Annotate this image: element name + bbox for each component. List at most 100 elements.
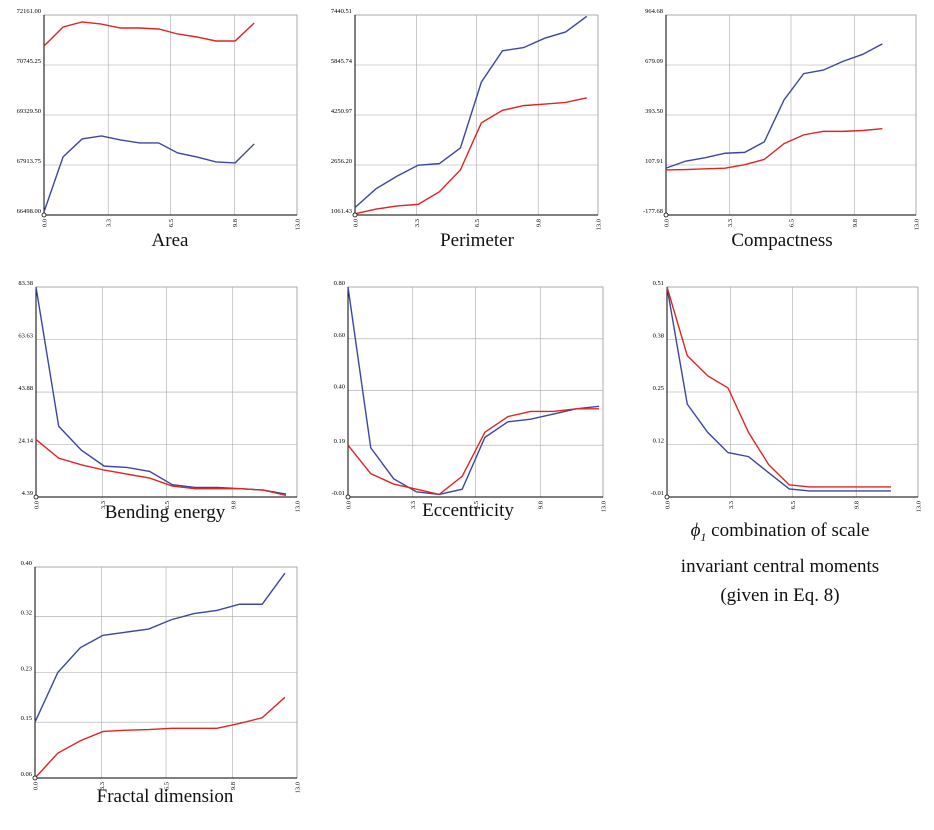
y-tick-label: 72161.00: [17, 8, 41, 15]
y-tick-label: 393.50: [645, 108, 663, 115]
y-tick-label: 0.40: [334, 384, 345, 391]
y-tick-label: 0.51: [653, 280, 664, 287]
data-line: [43, 135, 255, 213]
y-tick-label: 964.68: [645, 8, 663, 15]
x-tick-label: 0.0: [353, 219, 360, 227]
x-tick-label: 13.0: [596, 219, 603, 230]
origin-marker: [41, 212, 47, 218]
x-tick-label: 13.0: [916, 501, 923, 512]
chart-caption: ϕ1 combination of scale invariant centra…: [660, 516, 900, 610]
data-line: [354, 97, 587, 215]
x-tick-label: 9.8: [854, 501, 861, 509]
x-tick-label: 3.3: [106, 219, 113, 227]
y-tick-label: 0.23: [21, 666, 32, 673]
x-tick-label: 9.8: [230, 782, 237, 790]
data-line: [665, 128, 883, 171]
x-tick-label: 3.3: [414, 219, 421, 227]
data-line: [35, 439, 287, 497]
x-tick-label: 3.3: [727, 219, 734, 227]
x-tick-label: 9.8: [536, 219, 543, 227]
chart-panel: -0.01 0.19 0.40 0.60 0.80 0.0 3.3 6.5 9.8 13.0: [331, 280, 607, 512]
origin-marker: [664, 494, 670, 500]
y-tick-label: -0.01: [331, 490, 345, 497]
caption-text: combination of scale invariant central m…: [680, 520, 880, 606]
y-tick-label: -0.01: [650, 490, 664, 497]
y-tick-label: 70745.25: [17, 58, 41, 65]
chart-caption: Area: [30, 226, 310, 255]
chart-panel: 1061.43 2656.20 4250.97 5845.74 7440.51 0.0 3.…: [331, 8, 603, 230]
x-tick-label: 13.0: [295, 782, 302, 793]
y-tick-label: 5845.74: [331, 58, 353, 65]
y-tick-label: 0.06: [21, 771, 33, 778]
x-tick-label: 6.5: [164, 782, 171, 790]
x-tick-label: 0.0: [34, 501, 41, 509]
y-tick-label: 0.32: [21, 610, 32, 617]
y-tick-label: 0.12: [653, 438, 664, 445]
y-tick-label: 4250.97: [331, 108, 353, 115]
caption-text: Bending energy: [104, 502, 226, 523]
x-tick-label: 3.3: [99, 782, 106, 790]
origin-marker: [32, 775, 38, 781]
x-tick-label: 6.5: [790, 501, 797, 509]
x-tick-label: 0.0: [346, 501, 353, 509]
x-tick-label: 0.0: [42, 219, 49, 227]
x-tick-label: 3.3: [410, 501, 417, 509]
x-tick-label: 6.5: [474, 219, 481, 227]
data-line: [347, 286, 600, 496]
y-tick-label: -177.68: [643, 208, 663, 215]
y-tick-label: 0.38: [653, 333, 664, 340]
caption-text: Fractal dimension: [96, 786, 234, 807]
data-line: [43, 21, 255, 47]
y-tick-label: 4.39: [22, 490, 33, 497]
y-tick-label: 679.09: [645, 58, 663, 65]
y-tick-label: 67913.75: [17, 158, 41, 165]
origin-marker: [663, 212, 669, 218]
chart-panel: 0.06 0.15 0.23 0.32 0.40 0.0 3.3 6.5 9.8 13.0: [21, 560, 302, 793]
chart-caption: Fractal dimension: [25, 782, 305, 811]
chart-caption: Eccentricity: [328, 496, 608, 525]
x-tick-label: 3.3: [100, 501, 107, 509]
y-tick-label: 0.15: [21, 715, 32, 722]
symbol: ϕ: [690, 520, 701, 541]
x-tick-label: 9.8: [538, 501, 545, 509]
y-tick-label: 83.38: [18, 280, 33, 287]
y-tick-label: 0.19: [334, 438, 345, 445]
chart-caption: Bending energy: [25, 498, 305, 527]
origin-marker: [352, 212, 358, 218]
y-tick-label: 0.40: [21, 560, 32, 567]
data-line: [34, 696, 286, 779]
x-tick-label: 13.0: [295, 219, 302, 230]
y-tick-label: 0.25: [653, 385, 664, 392]
origin-marker: [345, 494, 351, 500]
x-tick-label: 13.0: [914, 219, 921, 230]
chart-caption: Perimeter: [337, 226, 617, 255]
chart-panel: 4.39 24.14 43.88 63.63 83.38 0.0 3.3 6.5 9.8 13.0: [18, 280, 301, 512]
y-tick-label: 66498.00: [17, 208, 41, 215]
x-tick-label: 9.8: [230, 501, 237, 509]
y-tick-label: 43.88: [18, 385, 33, 392]
x-tick-label: 3.3: [728, 501, 735, 509]
origin-marker: [33, 494, 39, 500]
x-tick-label: 0.0: [33, 782, 40, 790]
y-tick-label: 1061.43: [331, 208, 352, 215]
subscript: 1: [700, 529, 707, 544]
y-tick-label: 24.14: [18, 437, 33, 444]
x-tick-label: 0.0: [665, 501, 672, 509]
caption-text: Area: [151, 230, 189, 251]
data-line: [666, 286, 891, 488]
chart-panel: -177.68 107.91 393.50 679.09 964.68 0.0 3.3 6.5…: [643, 8, 921, 230]
y-tick-label: 2656.20: [331, 158, 352, 165]
x-tick-label: 6.5: [168, 219, 175, 227]
y-tick-label: 107.91: [645, 158, 663, 165]
caption-text: Perimeter: [440, 230, 514, 251]
data-line: [34, 572, 286, 723]
data-line: [665, 43, 883, 169]
chart-caption: Compactness: [642, 226, 922, 255]
x-tick-label: 6.5: [789, 219, 796, 227]
chart-panel: -0.01 0.12 0.25 0.38 0.51 0.0 3.3 6.5 9.8 13.0: [650, 280, 922, 512]
y-tick-label: 7440.51: [331, 8, 352, 15]
caption-text: Compactness: [731, 230, 833, 251]
y-tick-label: 69329.50: [17, 108, 41, 115]
